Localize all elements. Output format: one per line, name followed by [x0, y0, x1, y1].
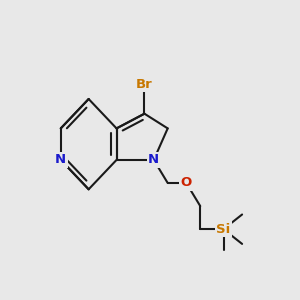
- Text: Br: Br: [136, 78, 153, 91]
- Text: N: N: [55, 153, 66, 167]
- Text: O: O: [181, 176, 192, 190]
- Text: N: N: [148, 153, 159, 167]
- Text: Si: Si: [216, 223, 231, 236]
